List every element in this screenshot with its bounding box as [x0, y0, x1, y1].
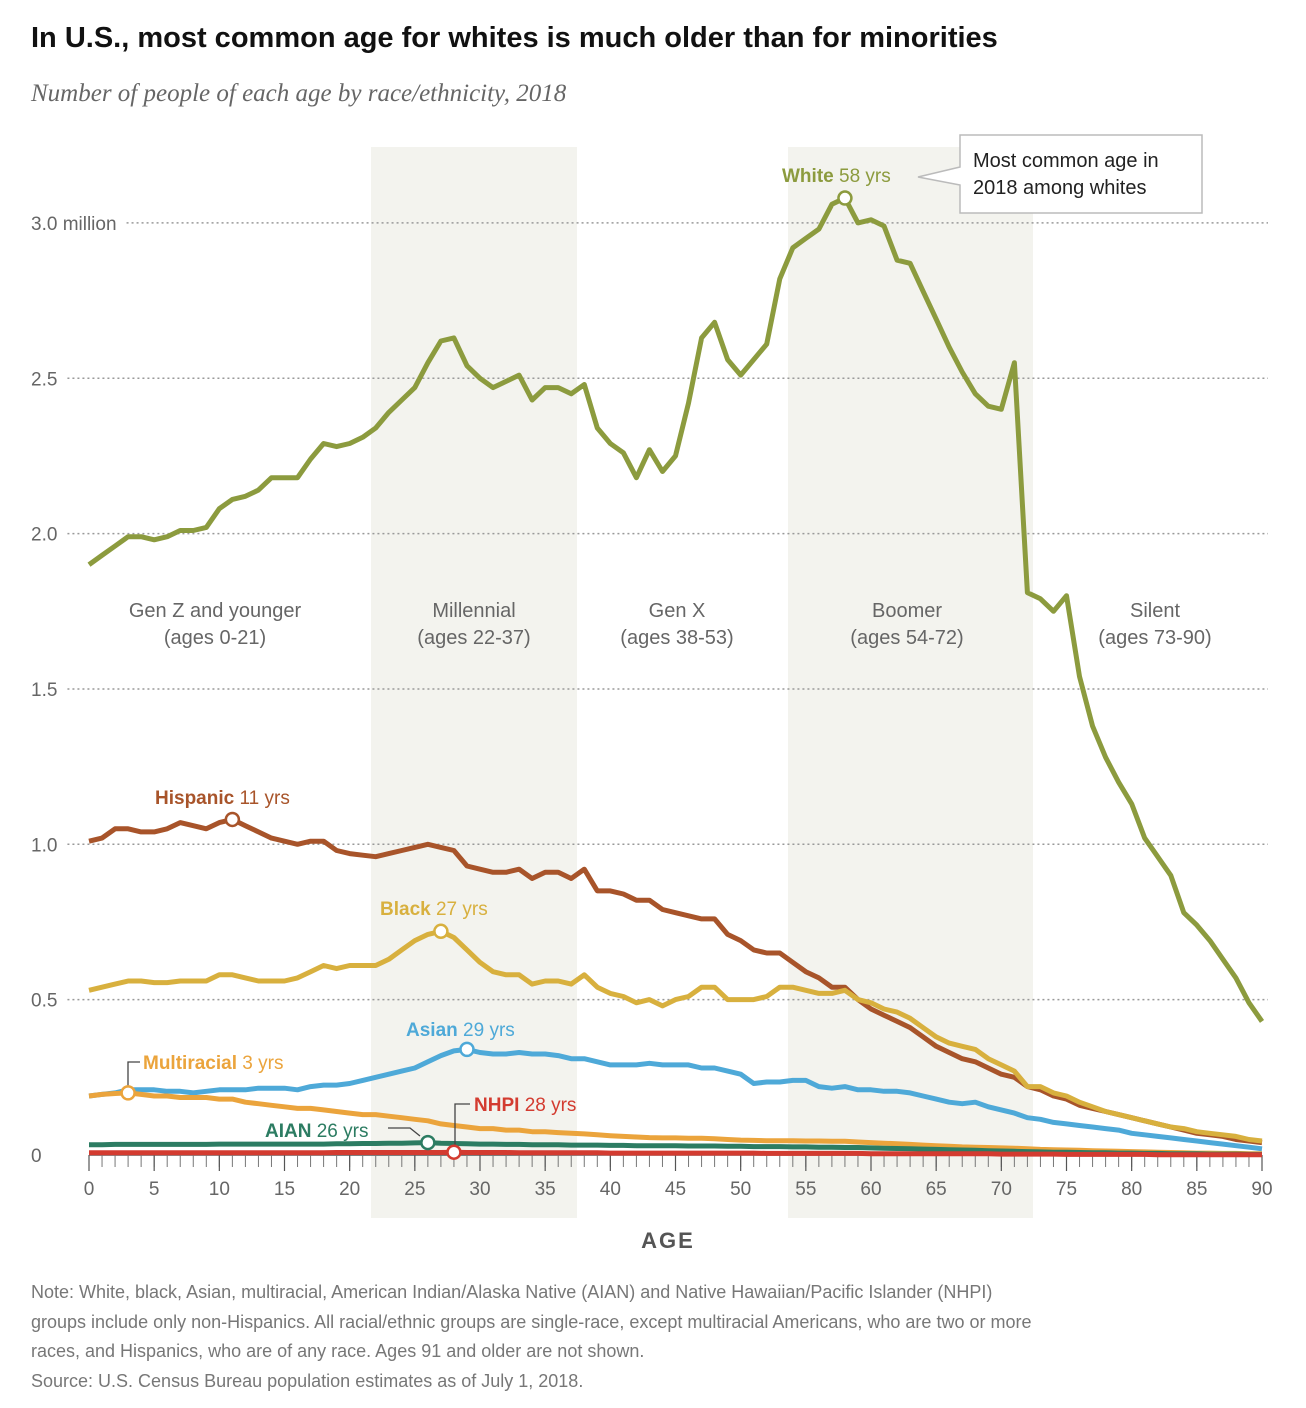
peak-marker	[224, 811, 241, 828]
series-name: Multiracial	[143, 1053, 237, 1074]
callout-text: 2018 among whites	[973, 177, 1146, 199]
x-axis-title: AGE	[641, 1228, 695, 1253]
series-label: Asian 29 yrs	[406, 1020, 515, 1041]
x-tick-label: 35	[535, 1179, 556, 1200]
series-name: White	[782, 166, 834, 187]
series-name: NHPI	[474, 1095, 519, 1116]
peak-label: 26 yrs	[317, 1121, 369, 1142]
generation-name: Millennial	[432, 600, 515, 622]
series-label: Black 27 yrs	[380, 899, 488, 920]
peak-label: 11 yrs	[239, 788, 289, 809]
x-tick-label: 90	[1251, 1179, 1272, 1200]
series-label: NHPI 28 yrs	[474, 1095, 576, 1116]
series-line	[88, 928, 1263, 1144]
peak-marker	[120, 1085, 136, 1101]
x-tick-label: 10	[209, 1179, 230, 1200]
generation-name: Silent	[1130, 600, 1180, 622]
x-tick-label: 70	[991, 1179, 1012, 1200]
leader-line	[454, 1103, 470, 1148]
x-tick-label: 0	[84, 1179, 95, 1200]
generation-band	[788, 147, 1033, 1218]
generation-name: Boomer	[872, 600, 942, 622]
x-tick-label: 50	[730, 1179, 751, 1200]
series-line	[88, 1046, 1263, 1152]
series-name: Black	[380, 899, 431, 920]
note-line: races, and Hispanics, who are of any rac…	[31, 1341, 644, 1361]
peak-label: 3 yrs	[242, 1053, 283, 1074]
peak-marker	[420, 1134, 436, 1151]
generation-ages: (ages 54-72)	[850, 627, 963, 649]
peak-marker	[459, 1041, 475, 1058]
series-name: Hispanic	[155, 788, 235, 809]
x-tick-label: 55	[795, 1179, 816, 1200]
leader-line	[127, 1061, 140, 1090]
x-tick-label: 40	[600, 1179, 621, 1200]
peak-label: 58 yrs	[839, 166, 891, 187]
series-name: AIAN	[265, 1121, 311, 1142]
x-tick-label: 25	[404, 1179, 425, 1200]
series-line	[89, 1149, 1262, 1158]
series-label: AIAN 26 yrs	[265, 1121, 368, 1142]
x-tick-label: 80	[1121, 1179, 1142, 1200]
peak-label: 29 yrs	[463, 1020, 515, 1041]
peak-marker	[433, 923, 449, 940]
y-tick-label: 0.5	[31, 991, 57, 1012]
leader-line	[388, 1127, 421, 1137]
x-tick-label: 85	[1186, 1179, 1207, 1200]
x-tick-label: 75	[1056, 1179, 1077, 1200]
x-tick-label: 30	[469, 1179, 490, 1200]
chart-subtitle: Number of people of each age by race/eth…	[30, 80, 567, 107]
y-tick-label: 0	[31, 1146, 42, 1167]
generation-ages: (ages 22-37)	[417, 627, 530, 649]
x-tick-label: 20	[339, 1179, 360, 1200]
series-label: Hispanic 11 yrs	[155, 788, 290, 809]
series-label: White 58 yrs	[782, 166, 891, 187]
series-line	[88, 816, 1263, 1146]
y-tick-label: 3.0 million	[31, 214, 117, 235]
peak-marker	[446, 1144, 462, 1160]
series-line	[87, 195, 1265, 1023]
y-tick-label: 1.0	[31, 835, 57, 856]
generation-ages: (ages 0-21)	[164, 627, 266, 649]
note-line: Note: White, black, Asian, multiracial, …	[31, 1282, 992, 1302]
peak-marker	[837, 190, 853, 206]
chart-title: In U.S., most common age for whites is m…	[31, 22, 998, 54]
generation-name: Gen Z and younger	[129, 600, 302, 622]
callout-text: Most common age in	[973, 150, 1159, 172]
peak-label: 28 yrs	[525, 1095, 577, 1116]
x-tick-label: 45	[665, 1179, 686, 1200]
source: Source: U.S. Census Bureau population es…	[31, 1371, 583, 1391]
x-tick-label: 15	[274, 1179, 295, 1200]
series-name: Asian	[406, 1020, 458, 1041]
y-tick-label: 2.0	[31, 525, 57, 546]
generation-name: Gen X	[649, 600, 706, 622]
x-tick-label: 60	[860, 1179, 881, 1200]
callout-box	[917, 134, 1203, 214]
x-tick-label: 5	[149, 1179, 160, 1200]
peak-label: 27 yrs	[436, 899, 488, 920]
note-line: groups include only non-Hispanics. All r…	[31, 1312, 1031, 1332]
generation-band	[371, 147, 577, 1218]
series-label: Multiracial 3 yrs	[143, 1053, 283, 1074]
x-tick-label: 65	[926, 1179, 947, 1200]
generation-ages: (ages 73-90)	[1098, 627, 1211, 649]
y-tick-label: 1.5	[31, 680, 57, 701]
y-tick-label: 2.5	[31, 369, 57, 390]
generation-ages: (ages 38-53)	[620, 627, 733, 649]
